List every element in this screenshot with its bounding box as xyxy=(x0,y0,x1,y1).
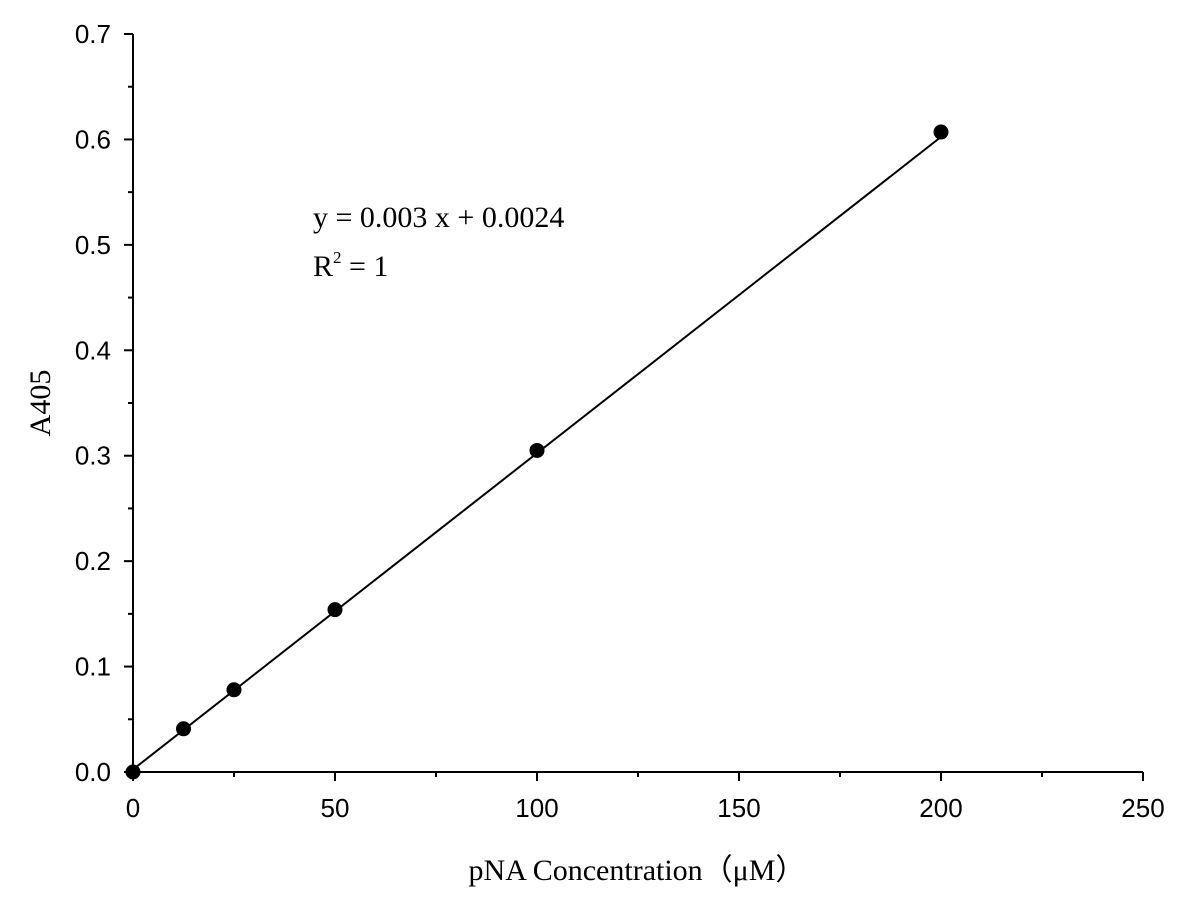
y-tick-label: 0.2 xyxy=(75,546,111,576)
y-tick-label: 0.4 xyxy=(75,335,111,365)
y-tick-label: 0.5 xyxy=(75,230,111,260)
x-tick-label: 100 xyxy=(515,793,558,823)
data-point xyxy=(933,124,949,140)
equation-annotation: y = 0.003 x + 0.0024 xyxy=(313,201,564,234)
data-point xyxy=(226,682,242,698)
y-axis-title: A405 xyxy=(24,370,57,437)
data-point xyxy=(529,442,545,458)
x-tick-label: 50 xyxy=(321,793,350,823)
y-tick-label: 0.1 xyxy=(75,652,111,682)
r-squared-value: = 1 xyxy=(342,250,389,283)
ticks: 0 50 100 150 200 250 0.0 0.1 0.2 0.3 0.4 0.5 0.6 0.7 xyxy=(75,19,1165,823)
data-points xyxy=(125,124,949,780)
x-tick-label: 150 xyxy=(717,793,760,823)
x-tick-label: 0 xyxy=(126,793,140,823)
x-axis-title: pNA Concentration（μM） xyxy=(469,854,806,887)
axes xyxy=(132,34,1143,773)
y-tick-label: 0.3 xyxy=(75,441,111,471)
r-squared-annotation: R2 = 1 xyxy=(313,248,388,283)
r-squared-label: R xyxy=(313,250,333,283)
x-tick-label: 250 xyxy=(1121,793,1164,823)
y-tick-label: 0.7 xyxy=(75,19,111,49)
data-point xyxy=(327,602,343,618)
data-point xyxy=(125,764,141,780)
y-tick-label: 0.6 xyxy=(75,124,111,154)
x-tick-label: 200 xyxy=(919,793,962,823)
data-point xyxy=(176,721,191,737)
y-tick-label: 0.0 xyxy=(75,757,111,787)
r-squared-superscript: 2 xyxy=(333,248,342,267)
